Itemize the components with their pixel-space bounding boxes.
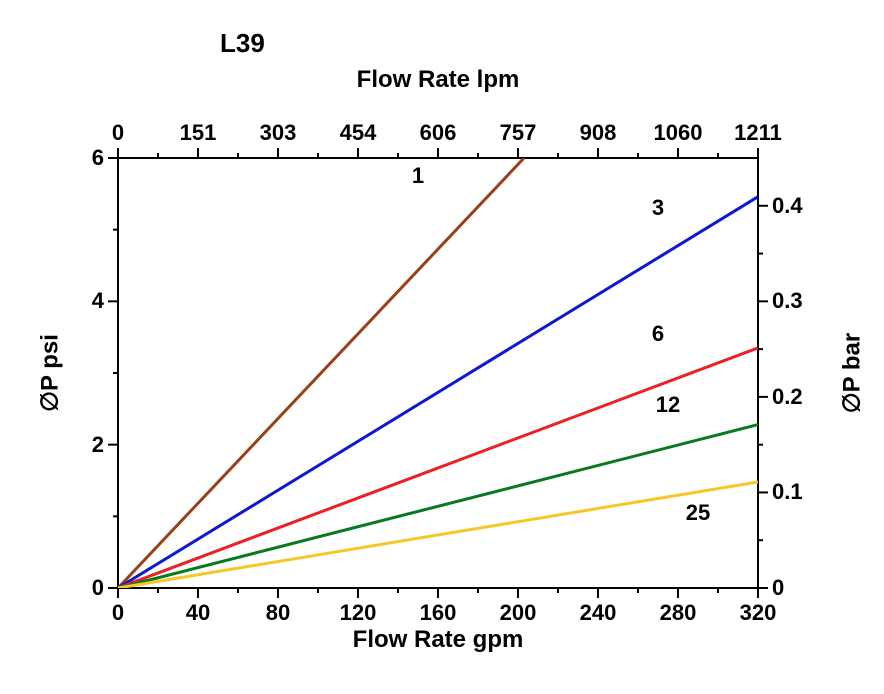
x-bottom-tick-label: 0 xyxy=(88,600,148,626)
y-right-axis-label: ∅P bar xyxy=(838,273,867,473)
series-group xyxy=(118,158,758,588)
x-top-tick-label: 454 xyxy=(324,120,392,146)
y-right-tick-label: 0.1 xyxy=(772,479,822,505)
chart-title: L39 xyxy=(220,28,265,59)
y-left-tick-label: 6 xyxy=(74,145,104,171)
x-top-tick-label: 151 xyxy=(164,120,232,146)
x-top-axis-label: Flow Rate lpm xyxy=(118,66,758,94)
y-left-tick-label: 0 xyxy=(74,575,104,601)
series-label-12: 12 xyxy=(648,392,688,418)
x-top-tick-label: 1211 xyxy=(724,120,792,146)
y-left-axis-label: ∅P psi xyxy=(36,273,65,473)
series-label-1: 1 xyxy=(398,163,438,189)
x-bottom-tick-label: 80 xyxy=(248,600,308,626)
y-left-tick-label: 4 xyxy=(74,288,104,314)
x-top-tick-label: 757 xyxy=(484,120,552,146)
x-bottom-axis-label: Flow Rate gpm xyxy=(118,626,758,654)
y-right-tick-label: 0.4 xyxy=(772,193,822,219)
x-top-tick-label: 1060 xyxy=(644,120,712,146)
pressure-flow-chart: L39 Flow Rate lpm Flow Rate gpm ∅P psi ∅P ba… xyxy=(20,20,864,674)
x-bottom-tick-label: 280 xyxy=(648,600,708,626)
x-top-tick-label: 606 xyxy=(404,120,472,146)
x-top-tick-label: 908 xyxy=(564,120,632,146)
y-right-tick-label: 0 xyxy=(772,575,822,601)
chart-svg xyxy=(20,20,864,674)
x-bottom-tick-label: 160 xyxy=(408,600,468,626)
x-top-tick-label: 0 xyxy=(84,120,152,146)
x-bottom-tick-label: 200 xyxy=(488,600,548,626)
series-6 xyxy=(118,348,758,588)
x-bottom-tick-label: 120 xyxy=(328,600,388,626)
x-bottom-tick-label: 240 xyxy=(568,600,628,626)
x-top-tick-label: 303 xyxy=(244,120,312,146)
y-right-tick-label: 0.3 xyxy=(772,288,822,314)
series-12 xyxy=(118,425,758,588)
series-label-25: 25 xyxy=(678,500,718,526)
series-label-6: 6 xyxy=(638,321,678,347)
series-label-3: 3 xyxy=(638,195,678,221)
series-1 xyxy=(118,158,524,588)
y-right-tick-label: 0.2 xyxy=(772,384,822,410)
x-bottom-tick-label: 320 xyxy=(728,600,788,626)
y-left-tick-label: 2 xyxy=(74,432,104,458)
series-25 xyxy=(118,482,758,588)
x-bottom-tick-label: 40 xyxy=(168,600,228,626)
